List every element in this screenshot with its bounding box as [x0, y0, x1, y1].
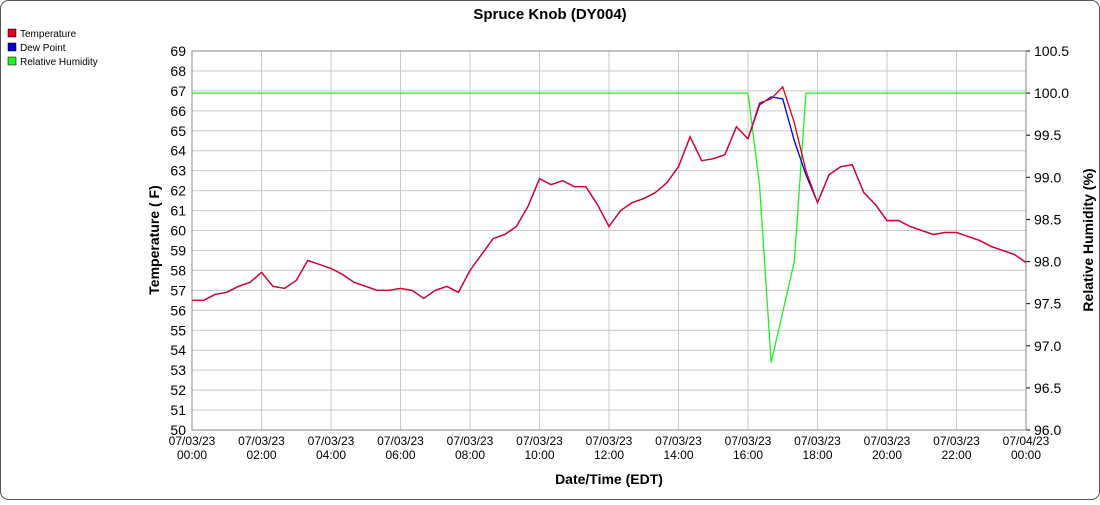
- x-tick-label: 07/03/23 04:00: [308, 434, 355, 462]
- x-tick-label: 07/03/23 16:00: [725, 434, 772, 462]
- y-tick-label: 67: [170, 83, 186, 99]
- y-tick-label: 53: [170, 362, 186, 378]
- y-tick-label: 58: [170, 262, 186, 278]
- y-tick-label: 57: [170, 282, 186, 298]
- y-tick-label: 65: [170, 123, 186, 139]
- y-tick-label: 69: [170, 43, 186, 59]
- y-tick-label: 50: [170, 422, 186, 438]
- y2-tick-label: 99.0: [1034, 169, 1061, 185]
- y-tick-label: 60: [170, 223, 186, 239]
- series-line: [192, 92, 1026, 363]
- x-tick-label: 07/03/23 08:00: [447, 434, 494, 462]
- x-tick-label: 07/03/23 00:00: [169, 434, 216, 462]
- y-tick-label: 66: [170, 103, 186, 119]
- y-tick-label: 55: [170, 322, 186, 338]
- x-tick-label: 07/03/23 06:00: [377, 434, 424, 462]
- y-tick-label: 62: [170, 183, 186, 199]
- y2-tick-label: 96.0: [1034, 422, 1061, 438]
- x-axis-title: Date/Time (EDT): [555, 471, 663, 487]
- y-tick-label: 59: [170, 242, 186, 258]
- y-tick-label: 61: [170, 203, 186, 219]
- x-tick-label: 07/03/23 22:00: [933, 434, 980, 462]
- series-line: [192, 85, 1027, 301]
- legend-swatch: [7, 42, 17, 52]
- y2-tick-label: 97.0: [1034, 338, 1061, 354]
- y-tick-label: 52: [170, 382, 186, 398]
- x-tick-label: 07/03/23 18:00: [794, 434, 841, 462]
- x-tick-label: 07/03/23 14:00: [655, 434, 702, 462]
- y2-tick-label: 99.5: [1034, 127, 1061, 143]
- chart-title: Spruce Knob (DY004): [473, 6, 626, 23]
- y-tick-label: 68: [170, 63, 186, 79]
- y-tick-label: 54: [170, 342, 186, 358]
- y2-tick-label: 96.5: [1034, 380, 1061, 396]
- y2-tick-label: 98.0: [1034, 254, 1061, 270]
- y2-tick-label: 97.5: [1034, 296, 1061, 312]
- y2-tick-label: 100.5: [1034, 43, 1069, 59]
- x-tick-label: 07/03/23 12:00: [586, 434, 633, 462]
- y-tick-label: 56: [170, 302, 186, 318]
- legend-swatch: [7, 56, 17, 66]
- y-tick-label: 64: [170, 143, 186, 159]
- legend-label: Relative Humidity: [20, 57, 98, 68]
- x-tick-label: 07/03/23 10:00: [516, 434, 563, 462]
- legend-swatch: [7, 28, 17, 38]
- legend-label: Dew Point: [20, 43, 66, 54]
- x-tick-label: 07/04/23 00:00: [1003, 434, 1050, 462]
- y-tick-label: 63: [170, 163, 186, 179]
- y2-tick-label: 100.0: [1034, 85, 1069, 101]
- y2-tick-label: 98.5: [1034, 211, 1061, 227]
- y-tick-label: 51: [170, 402, 186, 418]
- y2-axis-title: Relative Humidity (%): [1080, 168, 1096, 311]
- plot-border: [191, 50, 1027, 431]
- legend-label: Temperature: [20, 29, 77, 40]
- x-tick-label: 07/03/23 20:00: [864, 434, 911, 462]
- x-tick-label: 07/03/23 02:00: [238, 434, 285, 462]
- y-axis-title: Temperature ( F): [146, 185, 162, 294]
